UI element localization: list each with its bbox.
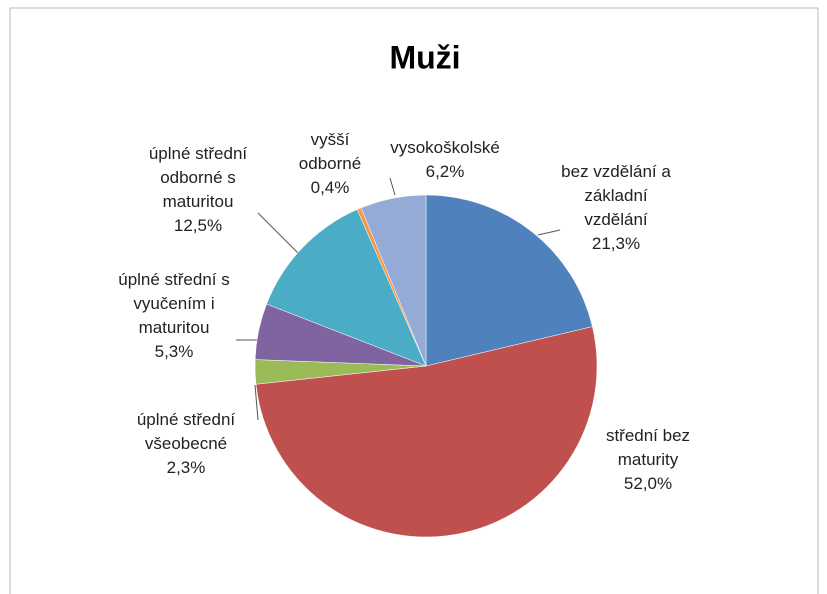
slice-label: úplné střední s vyučením i maturitou 5,3% <box>99 268 249 364</box>
slice-label: střední bez maturity 52,0% <box>583 424 713 496</box>
slice-label: úplné střední odborné s maturitou 12,5% <box>133 142 263 238</box>
value-label: 21,3% <box>591 234 641 253</box>
slices <box>254 194 598 538</box>
category-label: bez vzdělání a základní vzdělání <box>561 162 671 229</box>
chart-title: Muži <box>389 39 460 75</box>
category-label: úplné střední odborné s maturitou <box>148 144 248 211</box>
value-label: 52,0% <box>623 474 673 493</box>
slice <box>360 194 427 367</box>
slice-label: vyšší odborné 0,4% <box>290 128 370 200</box>
slice-label: bez vzdělání a základní vzdělání 21,3% <box>551 160 681 256</box>
value-label: 5,3% <box>154 342 194 361</box>
slice <box>266 209 427 367</box>
category-label: vysokoškolské <box>390 138 500 157</box>
value-label: 6,2% <box>425 162 465 181</box>
slice <box>425 194 593 367</box>
category-label: střední bez maturity <box>605 426 691 469</box>
value-label: 0,4% <box>310 178 350 197</box>
value-label: 2,3% <box>166 458 206 477</box>
slice-label: úplné střední všeobecné 2,3% <box>116 408 256 480</box>
category-label: úplné střední s vyučením i maturitou <box>118 270 230 337</box>
leader-lines <box>236 177 561 421</box>
category-label: vyšší odborné <box>298 130 362 173</box>
value-label: 12,5% <box>173 216 223 235</box>
slice <box>255 326 598 538</box>
slice-label: vysokoškolské 6,2% <box>375 136 515 184</box>
category-label: úplné střední všeobecné <box>136 410 236 453</box>
